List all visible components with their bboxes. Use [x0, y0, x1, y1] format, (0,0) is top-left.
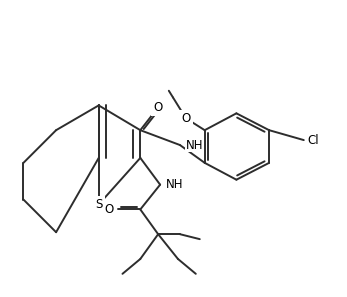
- Text: NH: NH: [186, 138, 203, 151]
- Text: O: O: [153, 101, 163, 114]
- Text: S: S: [95, 198, 102, 211]
- Text: Cl: Cl: [308, 134, 319, 147]
- Text: NH: NH: [166, 178, 184, 191]
- Text: O: O: [181, 112, 191, 125]
- Text: O: O: [104, 203, 113, 216]
